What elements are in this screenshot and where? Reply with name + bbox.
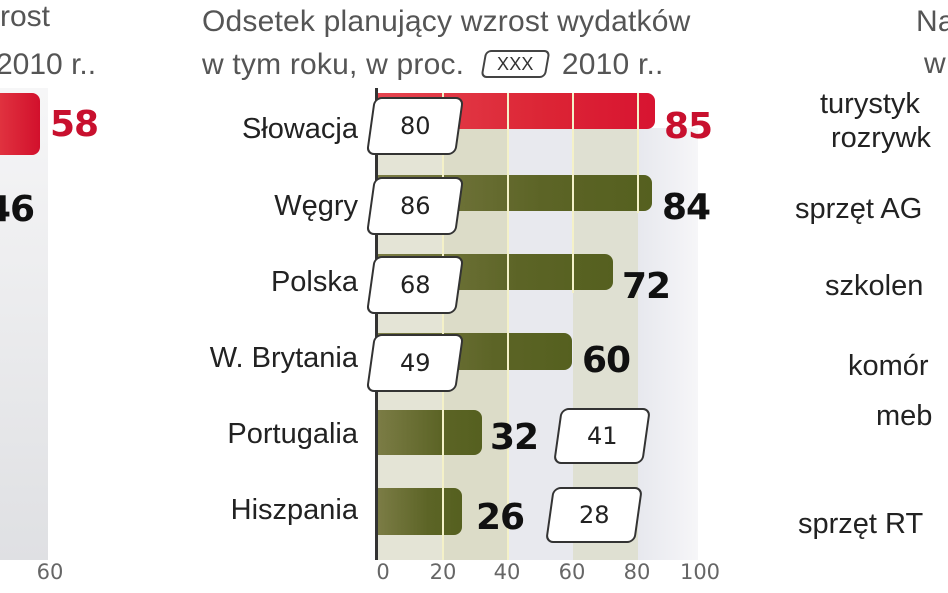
prev-year-box-portugalia: 41 (553, 408, 651, 464)
left-chart-tick: 60 (36, 560, 64, 584)
category-label-slowacja: Słowacja (241, 113, 358, 145)
legend-year-label: 2010 r.. (561, 48, 664, 81)
right-chart-title-fragment-1: Na (916, 5, 948, 38)
chart-title-line2: w tym roku, w proc. XXX 2010 r.. (202, 47, 664, 83)
right-chart-category-6: meb (876, 400, 933, 432)
gridline-40 (507, 93, 509, 560)
left-chart-value-1: 58 (50, 104, 99, 145)
value-label-w-brytania: 60 (582, 340, 631, 381)
prev-year-value: 86 (399, 192, 431, 220)
x-tick-40: 40 (493, 560, 521, 584)
prev-year-value: 68 (399, 271, 431, 299)
right-chart-category-4: szkolen (825, 270, 924, 302)
y-axis-line (375, 88, 378, 560)
value-label-hiszpania: 26 (476, 497, 525, 538)
category-label-portugalia: Portugalia (227, 418, 358, 450)
value-label-wegry: 84 (662, 187, 711, 228)
x-tick-60: 60 (558, 560, 586, 584)
gridline-80 (637, 93, 639, 213)
prev-year-value: 49 (399, 349, 431, 377)
chart-title-line1: Odsetek planujący wzrost wydatków (202, 5, 691, 38)
x-tick-80: 80 (623, 560, 651, 584)
gridline-60 (572, 93, 574, 293)
x-tick-0: 0 (376, 560, 390, 584)
prev-year-box-hiszpania: 28 (545, 487, 643, 543)
right-chart-category-5: komór (848, 350, 929, 382)
left-chart-bar-highlight (0, 93, 40, 155)
prev-year-box-slowacja: 80 (365, 97, 465, 155)
left-chart-title-line1: rost (0, 0, 51, 33)
right-chart-category-1: turystyk (820, 88, 920, 120)
prev-year-box-w-brytania: 49 (365, 334, 465, 392)
prev-year-value: 28 (578, 501, 610, 529)
right-chart-category-3: sprzęt AG (795, 193, 923, 225)
prev-year-box-wegry: 86 (365, 177, 465, 235)
x-tick-20: 20 (429, 560, 457, 584)
left-chart-title-line2: 2010 r.. (0, 48, 97, 81)
prev-year-value: 41 (586, 422, 618, 450)
value-label-slowacja: 85 (664, 106, 713, 147)
x-tick-100: 100 (679, 560, 721, 584)
category-label-polska: Polska (270, 266, 358, 298)
category-label-w-brytania: W. Brytania (209, 342, 358, 374)
category-label-hiszpania: Hiszpania (230, 494, 358, 526)
value-label-portugalia: 32 (490, 417, 539, 458)
legend-swatch-prev-year: XXX (480, 50, 550, 78)
prev-year-box-polska: 68 (365, 256, 465, 314)
left-chart-value-2: 46 (0, 189, 35, 230)
chart-title-line2-text: w tym roku, w proc. (202, 48, 465, 81)
bar-hiszpania (378, 488, 462, 535)
legend-swatch-label: XXX (496, 54, 534, 74)
prev-year-value: 80 (399, 112, 431, 140)
category-label-wegry: Węgry (274, 190, 358, 222)
left-chart-background (0, 88, 48, 560)
right-chart-category-7: sprzęt RT (798, 508, 924, 540)
bar-portugalia (378, 410, 482, 455)
value-label-polska: 72 (622, 266, 671, 307)
right-chart-category-2: rozrywk (831, 122, 931, 154)
gridline-20 (442, 93, 444, 560)
right-chart-title-fragment-2: w (924, 47, 946, 80)
